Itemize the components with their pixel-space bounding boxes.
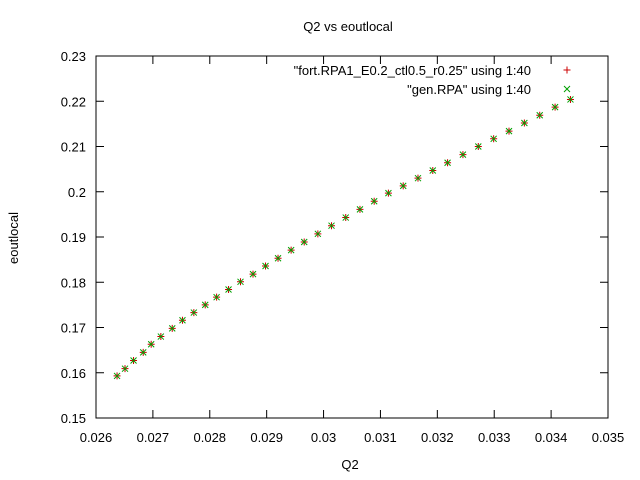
data-point-series-2 xyxy=(249,270,257,278)
x-tick-label: 0.03 xyxy=(311,430,336,445)
y-tick-label: 0.19 xyxy=(61,230,86,245)
legend-marker-series-1 xyxy=(563,66,571,74)
x-tick-label: 0.031 xyxy=(364,430,397,445)
y-tick-label: 0.23 xyxy=(61,49,86,64)
y-tick-label: 0.22 xyxy=(61,94,86,109)
data-point-series-2 xyxy=(225,286,232,293)
data-point-series-2 xyxy=(342,214,350,221)
plot-frame xyxy=(95,55,609,419)
x-tick-label: 0.027 xyxy=(137,430,170,445)
data-point-series-2 xyxy=(287,246,295,254)
x-tick-label: 0.032 xyxy=(421,430,454,445)
y-tick-label: 0.2 xyxy=(68,185,86,200)
x-tick-label: 0.033 xyxy=(478,430,511,445)
x-tick-label: 0.029 xyxy=(250,430,283,445)
y-tick-label: 0.17 xyxy=(61,321,86,336)
x-tick-label: 0.035 xyxy=(592,430,625,445)
data-point-series-2 xyxy=(521,119,528,127)
data-point-series-2 xyxy=(328,222,335,230)
data-point-series-2 xyxy=(300,238,308,246)
x-tick-label: 0.034 xyxy=(535,430,568,445)
data-point-series-2 xyxy=(505,127,513,135)
legend-label-series-1: "fort.RPA1_E0.2_ctl0.5_r0.25" using 1:40 xyxy=(294,63,531,78)
legend-marker-series-2 xyxy=(563,85,571,93)
data-point-series-2 xyxy=(274,254,282,262)
data-point-series-2 xyxy=(121,365,129,373)
data-point-series-2 xyxy=(385,189,392,197)
y-tick-label: 0.21 xyxy=(61,140,86,155)
data-point-series-2 xyxy=(147,340,155,348)
data-point-series-2 xyxy=(567,96,574,103)
data-point-series-2 xyxy=(179,316,186,324)
y-tick-label: 0.16 xyxy=(61,366,86,381)
x-tick-label: 0.026 xyxy=(80,430,113,445)
data-point-series-2 xyxy=(130,357,137,364)
y-tick-label: 0.15 xyxy=(61,411,86,426)
data-point-series-2 xyxy=(551,103,559,111)
data-points xyxy=(113,95,574,380)
x-ticks: 0.026 0.027 0.028 0.029 0.03 0.031 0.032 0.033 0… xyxy=(80,56,625,445)
data-point-series-2 xyxy=(190,309,198,316)
data-point-series-2 xyxy=(536,111,544,119)
data-point-series-2 xyxy=(139,349,147,356)
data-point-series-2 xyxy=(370,197,378,205)
data-point-series-2 xyxy=(113,372,121,380)
y-ticks: 0.15 0.16 0.17 0.18 0.19 0.2 0.21 0.22 0.23 xyxy=(61,49,608,426)
data-point-series-2 xyxy=(444,159,451,167)
data-point-series-2 xyxy=(213,293,220,301)
data-point-series-2 xyxy=(474,143,482,150)
data-point-series-2 xyxy=(399,182,407,190)
data-point-series-2 xyxy=(490,135,498,143)
y-tick-label: 0.18 xyxy=(61,275,86,290)
data-point-series-2 xyxy=(262,262,269,270)
data-point-series-2 xyxy=(237,278,244,286)
data-point-series-2 xyxy=(459,151,467,158)
data-point-series-2 xyxy=(429,167,437,174)
data-point-series-2 xyxy=(168,325,176,332)
y-axis-label: eoutlocal xyxy=(6,212,21,264)
legend: "fort.RPA1_E0.2_ctl0.5_r0.25" using 1:40… xyxy=(294,63,571,97)
data-point-series-2 xyxy=(414,174,422,182)
data-point-series-2 xyxy=(157,333,165,340)
x-tick-label: 0.028 xyxy=(194,430,227,445)
data-point-series-2 xyxy=(314,230,322,238)
legend-label-series-2: "gen.RPA" using 1:40 xyxy=(407,82,531,97)
data-point-series-2 xyxy=(356,206,364,213)
chart-title: Q2 vs eoutlocal xyxy=(303,19,393,34)
x-axis-label: Q2 xyxy=(341,457,358,472)
data-point-series-2 xyxy=(201,301,209,309)
